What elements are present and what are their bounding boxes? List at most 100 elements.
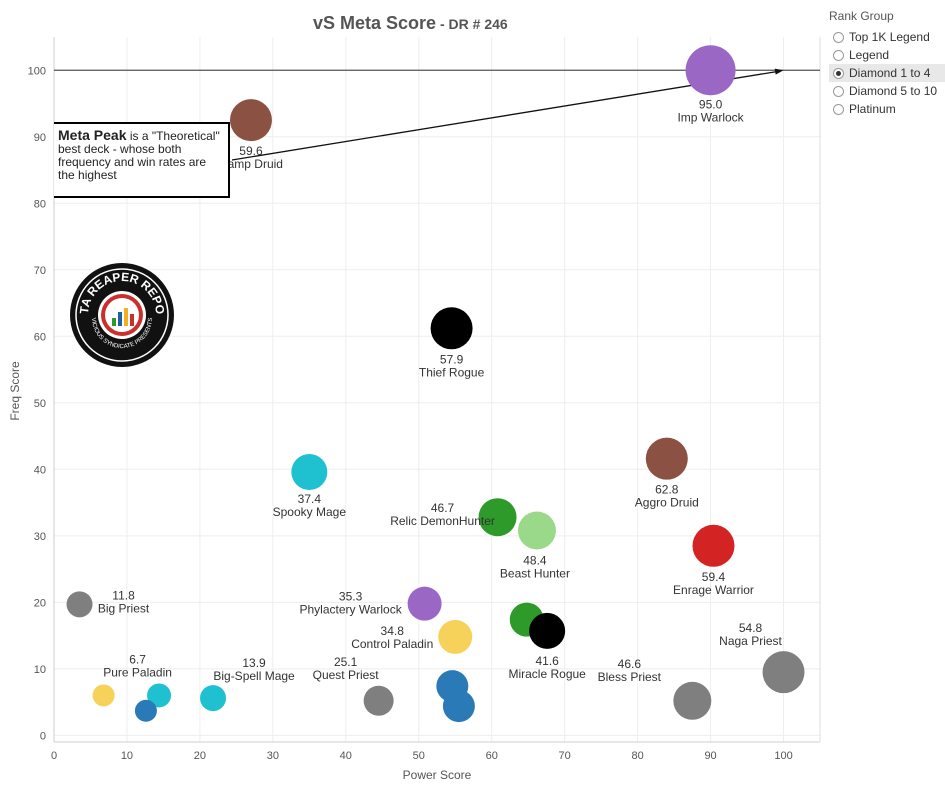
y-tick-label: 30 — [34, 531, 46, 543]
legend-options: Top 1K Legend Legend Diamond 1 to 4 Diamond… — [829, 28, 945, 118]
annotation-bold: Meta Peak — [58, 127, 127, 143]
point-thief-rogue — [430, 307, 473, 350]
point-value-label: 59.4 — [702, 570, 726, 584]
arrow-head — [774, 68, 784, 75]
point-name-label: Pure Paladin — [103, 665, 172, 679]
legend-option-label: Diamond 1 to 4 — [849, 66, 931, 80]
arrow-line — [231, 70, 778, 161]
y-tick-label: 70 — [34, 265, 46, 277]
y-tick-label: 80 — [34, 198, 46, 210]
point-spooky-mage — [291, 453, 328, 490]
radio-icon[interactable] — [833, 85, 844, 97]
point-aggro-druid — [645, 437, 688, 480]
annotation-text: is a "Theoretical" best deck - whose bot… — [58, 129, 220, 182]
point-ramp-druid — [229, 99, 272, 142]
point-value-label: 59.6 — [239, 144, 263, 158]
x-tick-label: 50 — [413, 750, 425, 762]
legend-option-diamond-1-to-4[interactable]: Diamond 1 to 4 — [829, 64, 945, 82]
x-tick-label: 100 — [774, 750, 792, 762]
point-name-label: Big Priest — [98, 601, 150, 615]
x-tick-label: 60 — [486, 750, 498, 762]
point-name-label: Enrage Warrior — [673, 583, 754, 597]
axis-ticks: 0 10 20 30 40 50 60 70 80 90 100 0 10 20 30 40 50 60 70 80 9… — [28, 65, 793, 762]
point-enrage-warrior — [692, 524, 735, 567]
point-name-label: Beast Hunter — [500, 567, 570, 581]
point-value-label: 46.7 — [431, 501, 455, 515]
point-value-label: 62.8 — [655, 483, 679, 497]
point-name-label: Control Paladin — [351, 637, 433, 651]
radio-icon[interactable] — [833, 103, 844, 115]
point-unlabeled — [442, 690, 475, 723]
y-axis-label: Freq Score — [8, 361, 22, 421]
chart-title: vS Meta Score — [313, 13, 436, 33]
point-value-label: 48.4 — [523, 554, 547, 568]
legend-option-top-1k-legend[interactable]: Top 1K Legend — [829, 28, 945, 46]
legend-option-platinum[interactable]: Platinum — [829, 100, 945, 118]
x-tick-label: 10 — [121, 750, 133, 762]
legend-option-diamond-5-to-10[interactable]: Diamond 5 to 10 — [829, 82, 945, 100]
point-value-label: 25.1 — [334, 655, 358, 669]
y-tick-label: 90 — [34, 132, 46, 144]
y-tick-label: 100 — [28, 65, 46, 77]
legend-option-legend[interactable]: Legend — [829, 46, 945, 64]
y-tick-label: 10 — [34, 664, 46, 676]
point-phylactery-warlock — [407, 586, 442, 621]
x-tick-label: 20 — [194, 750, 206, 762]
point-beast-hunter — [517, 511, 556, 550]
point-name-label: Thief Rogue — [419, 365, 485, 379]
annotation-arrow — [231, 68, 784, 161]
point-name-label: Aggro Druid — [635, 496, 699, 510]
y-tick-label: 20 — [34, 597, 46, 609]
x-tick-label: 40 — [340, 750, 352, 762]
radio-icon[interactable] — [833, 31, 844, 43]
point-value-label: 57.9 — [440, 352, 464, 366]
point-name-label: Imp Warlock — [677, 110, 744, 124]
y-tick-label: 40 — [34, 464, 46, 476]
point-value-label: 13.9 — [242, 656, 266, 670]
y-tick-label: 0 — [40, 730, 46, 742]
point-quest-priest — [363, 685, 394, 716]
meta-peak-annotation: Meta Peak is a "Theoretical" best deck -… — [54, 122, 230, 198]
point-name-label: Phylactery Warlock — [299, 603, 402, 617]
point-control-paladin — [438, 619, 473, 654]
legend-option-label: Legend — [849, 48, 890, 62]
point-relic-demonhunter — [478, 498, 517, 537]
legend-option-label: Top 1K Legend — [849, 30, 930, 44]
x-tick-label: 70 — [559, 750, 571, 762]
point-value-label: 34.8 — [381, 624, 405, 638]
point-big-priest — [66, 591, 93, 618]
point-value-label: 54.8 — [739, 621, 763, 635]
legend-option-label: Platinum — [849, 102, 896, 116]
point-naga-priest — [762, 651, 805, 694]
y-tick-label: 50 — [34, 398, 46, 410]
point-bless-priest — [673, 681, 712, 720]
point-value-label: 41.6 — [535, 654, 559, 668]
point-value-label: 37.4 — [298, 492, 322, 506]
point-imp-warlock — [685, 45, 736, 96]
point-unlabeled — [134, 699, 157, 722]
x-tick-label: 90 — [704, 750, 716, 762]
legend-option-label: Diamond 5 to 10 — [849, 84, 938, 98]
x-tick-label: 80 — [631, 750, 643, 762]
point-value-label: 11.8 — [112, 588, 135, 602]
point-name-label: Spooky Mage — [273, 505, 347, 519]
point-name-label: Miracle Rogue — [508, 667, 586, 681]
x-tick-label: 30 — [267, 750, 279, 762]
point-name-label: Ramp Druid — [219, 157, 283, 171]
point-name-label: Big-Spell Mage — [213, 669, 295, 683]
radio-icon[interactable] — [833, 67, 844, 79]
legend-title: Rank Group — [829, 9, 894, 23]
point-pure-paladin — [92, 684, 115, 707]
point-unlabeled — [147, 683, 172, 708]
radio-icon[interactable] — [833, 49, 844, 61]
rank-group-legend: Rank Group Top 1K Legend Legend Diamond 1 … — [829, 6, 945, 118]
point-value-label: 35.3 — [339, 590, 363, 604]
point-big-spell-mage — [200, 685, 227, 712]
point-name-label: Naga Priest — [719, 634, 782, 648]
point-value-label: 6.7 — [129, 652, 146, 666]
point-value-label: 46.6 — [618, 657, 642, 671]
chart-subtitle: - DR # 246 — [440, 16, 508, 32]
point-name-label: Bless Priest — [598, 670, 662, 684]
